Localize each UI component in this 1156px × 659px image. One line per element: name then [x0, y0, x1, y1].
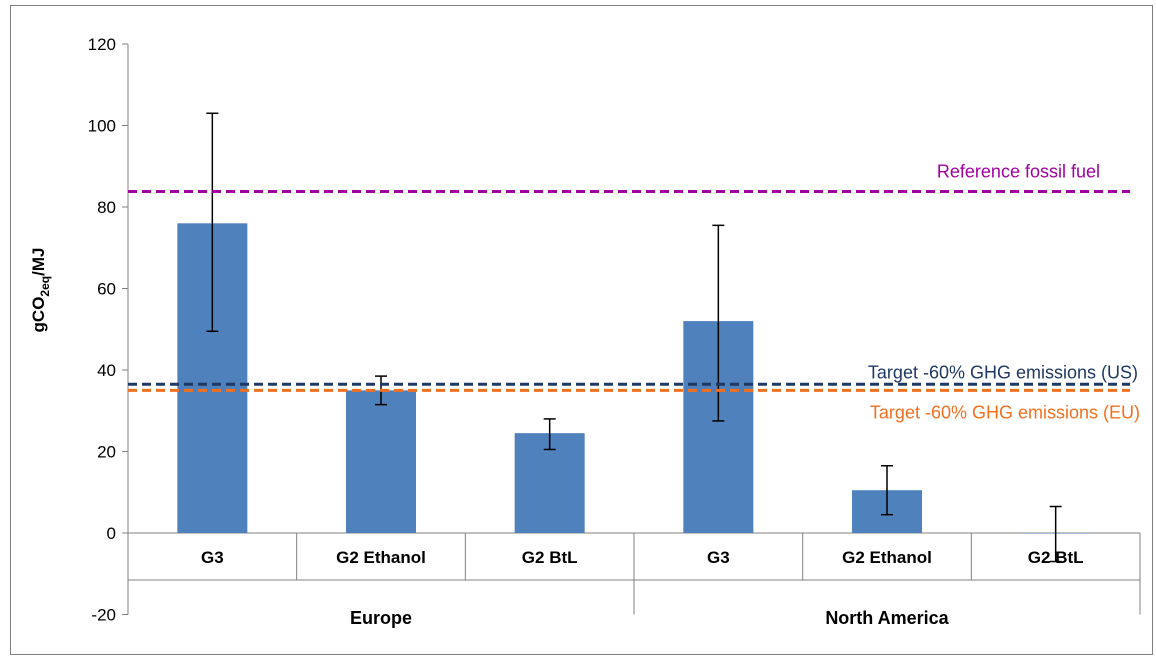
y-tick-label: -20: [91, 606, 116, 625]
category-label: G2 BtL: [522, 548, 578, 567]
category-label: G2 BtL: [1028, 548, 1084, 567]
bar: [346, 390, 416, 533]
y-tick-label: 0: [107, 524, 116, 543]
reference-line-label: Target -60% GHG emissions (EU): [870, 402, 1140, 422]
y-axis-label-sub: 2eq: [38, 276, 52, 297]
reference-line-label: Reference fossil fuel: [937, 162, 1100, 182]
y-tick-label: 100: [88, 117, 116, 136]
y-axis-label-tail: /MJ: [29, 248, 48, 276]
y-axis-label: gCO2eq/MJ: [29, 248, 52, 333]
reference-line-label: Target -60% GHG emissions (US): [868, 362, 1138, 382]
group-label: North America: [825, 608, 949, 628]
y-tick-label: 120: [88, 35, 116, 54]
y-tick-label: 40: [97, 361, 116, 380]
category-label: G3: [201, 548, 224, 567]
y-tick-label: 60: [97, 280, 116, 299]
y-axis-label-main: gCO: [29, 297, 48, 333]
y-tick-label: 20: [97, 443, 116, 462]
category-label: G2 Ethanol: [842, 548, 932, 567]
chart-frame: [10, 5, 1153, 655]
y-tick-label: 80: [97, 198, 116, 217]
category-label: G3: [707, 548, 730, 567]
group-label: Europe: [350, 608, 412, 628]
category-label: G2 Ethanol: [336, 548, 426, 567]
